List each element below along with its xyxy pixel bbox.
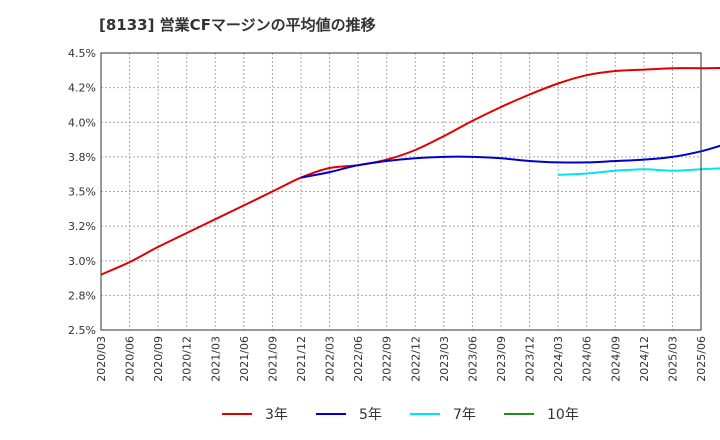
x-tick-label: 2020/12 — [181, 336, 194, 382]
x-tick-label: 2021/09 — [266, 336, 279, 382]
x-tick-label: 2022/09 — [381, 336, 394, 382]
x-tick-label: 2024/12 — [638, 336, 651, 382]
x-tick-label: 2025/06 — [695, 336, 708, 382]
y-tick-label: 3.8% — [68, 151, 96, 164]
y-tick-label: 3.0% — [68, 255, 96, 268]
x-tick-label: 2020/03 — [95, 336, 108, 382]
y-tick-label: 4.0% — [68, 116, 96, 129]
x-tick-label: 2020/06 — [124, 336, 137, 382]
x-tick-label: 2022/03 — [324, 336, 337, 382]
legend: 3年 5年 7年 10年 — [222, 407, 579, 423]
x-tick-label: 2022/12 — [409, 336, 422, 382]
x-tick-label: 2020/09 — [152, 336, 165, 382]
x-tick-label: 2023/09 — [495, 336, 508, 382]
x-tick-label: 2024/03 — [552, 336, 565, 382]
chart-title: [8133] 営業CFマージンの平均値の推移 — [99, 16, 376, 34]
y-tick-label: 3.2% — [68, 220, 96, 233]
x-axis-tick-labels: 2020/03 2020/06 2020/09 2020/12 2021/03 2021/… — [95, 336, 708, 382]
x-tick-label: 2021/06 — [238, 336, 251, 382]
y-tick-label: 4.2% — [68, 82, 96, 95]
series-lines — [100, 67, 720, 276]
x-tick-label: 2021/03 — [209, 336, 222, 382]
x-tick-label: 2021/12 — [295, 336, 308, 382]
grid — [101, 53, 701, 330]
x-tick-label: 2024/09 — [609, 336, 622, 382]
y-tick-label: 4.5% — [68, 47, 96, 60]
series-line-3年 — [100, 67, 720, 276]
plot-area-frame — [100, 52, 702, 331]
y-axis-tick-labels: 4.5% 4.2% 4.0% 3.8% 3.5% 3.2% 3.0% 2.8% 2.5% — [68, 47, 96, 337]
x-tick-label: 2023/06 — [466, 336, 479, 382]
legend-label: 7年 — [453, 407, 476, 423]
x-tick-label: 2024/06 — [581, 336, 594, 382]
legend-label: 5年 — [359, 407, 382, 423]
y-tick-label: 2.5% — [68, 324, 96, 337]
legend-label: 10年 — [547, 407, 579, 423]
y-tick-label: 3.5% — [68, 186, 96, 199]
y-tick-label: 2.8% — [68, 289, 96, 302]
legend-label: 3年 — [265, 407, 288, 423]
x-tick-label: 2022/06 — [352, 336, 365, 382]
series-line-7年 — [558, 167, 720, 176]
x-tick-label: 2023/12 — [524, 336, 537, 382]
x-tick-label: 2025/03 — [666, 336, 679, 382]
series-line-5年 — [300, 144, 720, 179]
x-tick-label: 2023/03 — [438, 336, 451, 382]
